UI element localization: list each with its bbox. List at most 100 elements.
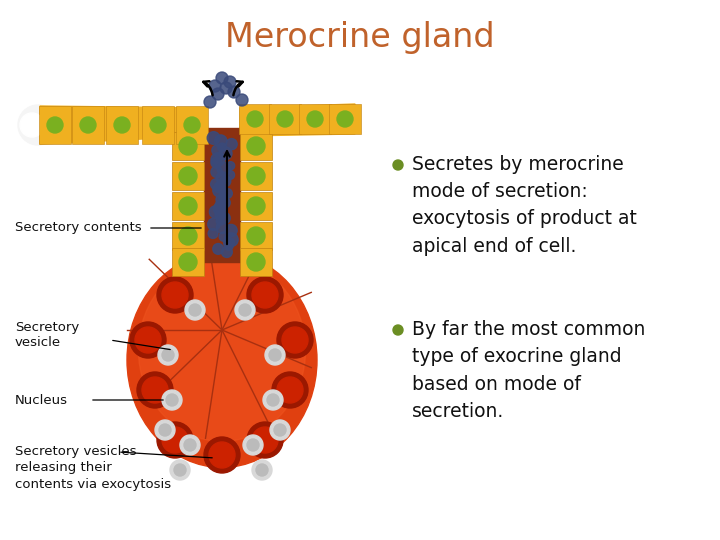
Circle shape: [213, 184, 226, 197]
Circle shape: [216, 194, 226, 205]
Polygon shape: [172, 132, 204, 160]
Polygon shape: [239, 104, 271, 134]
Circle shape: [225, 233, 238, 247]
Circle shape: [179, 227, 197, 245]
Circle shape: [204, 437, 240, 473]
Circle shape: [252, 427, 278, 453]
Circle shape: [272, 372, 308, 408]
Circle shape: [277, 322, 313, 358]
Circle shape: [247, 227, 265, 245]
Text: Merocrine gland: Merocrine gland: [225, 22, 495, 55]
Circle shape: [211, 157, 222, 168]
Circle shape: [247, 422, 283, 458]
Text: Secretory contents: Secretory contents: [15, 221, 142, 234]
Circle shape: [162, 282, 188, 308]
Circle shape: [225, 225, 237, 237]
Text: Secretes by merocrine
mode of secretion:
exocytosis of product at
apical end of : Secretes by merocrine mode of secretion:…: [412, 155, 637, 256]
Circle shape: [226, 139, 237, 150]
Text: Secretory
vesicle: Secretory vesicle: [15, 321, 79, 349]
Circle shape: [166, 394, 178, 406]
Circle shape: [47, 117, 63, 133]
Circle shape: [247, 197, 265, 215]
Circle shape: [221, 247, 233, 258]
Circle shape: [217, 221, 228, 233]
Circle shape: [209, 80, 221, 92]
Circle shape: [179, 137, 197, 155]
Polygon shape: [39, 106, 71, 144]
Circle shape: [219, 192, 228, 201]
Circle shape: [393, 325, 403, 335]
Circle shape: [219, 147, 232, 160]
Circle shape: [277, 377, 303, 403]
Circle shape: [209, 442, 235, 468]
Circle shape: [239, 304, 251, 316]
Circle shape: [155, 420, 175, 440]
Circle shape: [220, 176, 231, 186]
Text: Nucleus: Nucleus: [15, 394, 68, 407]
Polygon shape: [240, 104, 355, 136]
Ellipse shape: [20, 113, 44, 137]
Circle shape: [252, 460, 272, 480]
Circle shape: [247, 137, 265, 155]
Polygon shape: [40, 106, 204, 144]
Polygon shape: [176, 106, 208, 144]
Circle shape: [219, 213, 230, 224]
Circle shape: [157, 277, 193, 313]
Circle shape: [215, 200, 228, 212]
Circle shape: [142, 377, 168, 403]
Circle shape: [263, 390, 283, 410]
Polygon shape: [172, 248, 204, 276]
Text: By far the most common
type of exocrine gland
based on mode of
secretion.: By far the most common type of exocrine …: [412, 320, 645, 421]
Circle shape: [228, 86, 240, 98]
Circle shape: [307, 111, 323, 127]
Circle shape: [212, 88, 224, 100]
Circle shape: [207, 218, 220, 231]
Circle shape: [137, 372, 173, 408]
Circle shape: [219, 232, 228, 241]
Circle shape: [174, 464, 186, 476]
Polygon shape: [72, 106, 104, 144]
Circle shape: [185, 300, 205, 320]
Circle shape: [212, 145, 223, 156]
Polygon shape: [172, 162, 204, 190]
Ellipse shape: [138, 259, 305, 441]
Circle shape: [265, 345, 285, 365]
Ellipse shape: [127, 253, 317, 468]
Polygon shape: [240, 132, 272, 160]
Polygon shape: [106, 106, 138, 144]
Circle shape: [216, 217, 225, 225]
Circle shape: [210, 206, 222, 218]
Circle shape: [159, 424, 171, 436]
Circle shape: [130, 322, 166, 358]
Circle shape: [162, 349, 174, 361]
Circle shape: [114, 117, 130, 133]
Circle shape: [217, 162, 231, 176]
Circle shape: [157, 422, 193, 458]
Circle shape: [222, 188, 233, 198]
Circle shape: [211, 153, 225, 166]
Circle shape: [214, 202, 227, 215]
Polygon shape: [240, 248, 272, 276]
Circle shape: [80, 117, 96, 133]
Circle shape: [247, 439, 259, 451]
Circle shape: [135, 327, 161, 353]
Circle shape: [270, 420, 290, 440]
Polygon shape: [299, 104, 331, 134]
Circle shape: [247, 167, 265, 185]
Circle shape: [225, 241, 233, 250]
Circle shape: [252, 282, 278, 308]
Circle shape: [180, 435, 200, 455]
Circle shape: [216, 72, 228, 84]
Circle shape: [247, 111, 263, 127]
Circle shape: [243, 435, 263, 455]
Circle shape: [189, 304, 201, 316]
Circle shape: [218, 143, 226, 151]
Circle shape: [214, 182, 225, 193]
Polygon shape: [329, 104, 361, 134]
Circle shape: [220, 82, 232, 94]
Circle shape: [179, 197, 197, 215]
Circle shape: [247, 253, 265, 271]
Circle shape: [207, 132, 220, 144]
Circle shape: [337, 111, 353, 127]
Circle shape: [236, 94, 248, 106]
